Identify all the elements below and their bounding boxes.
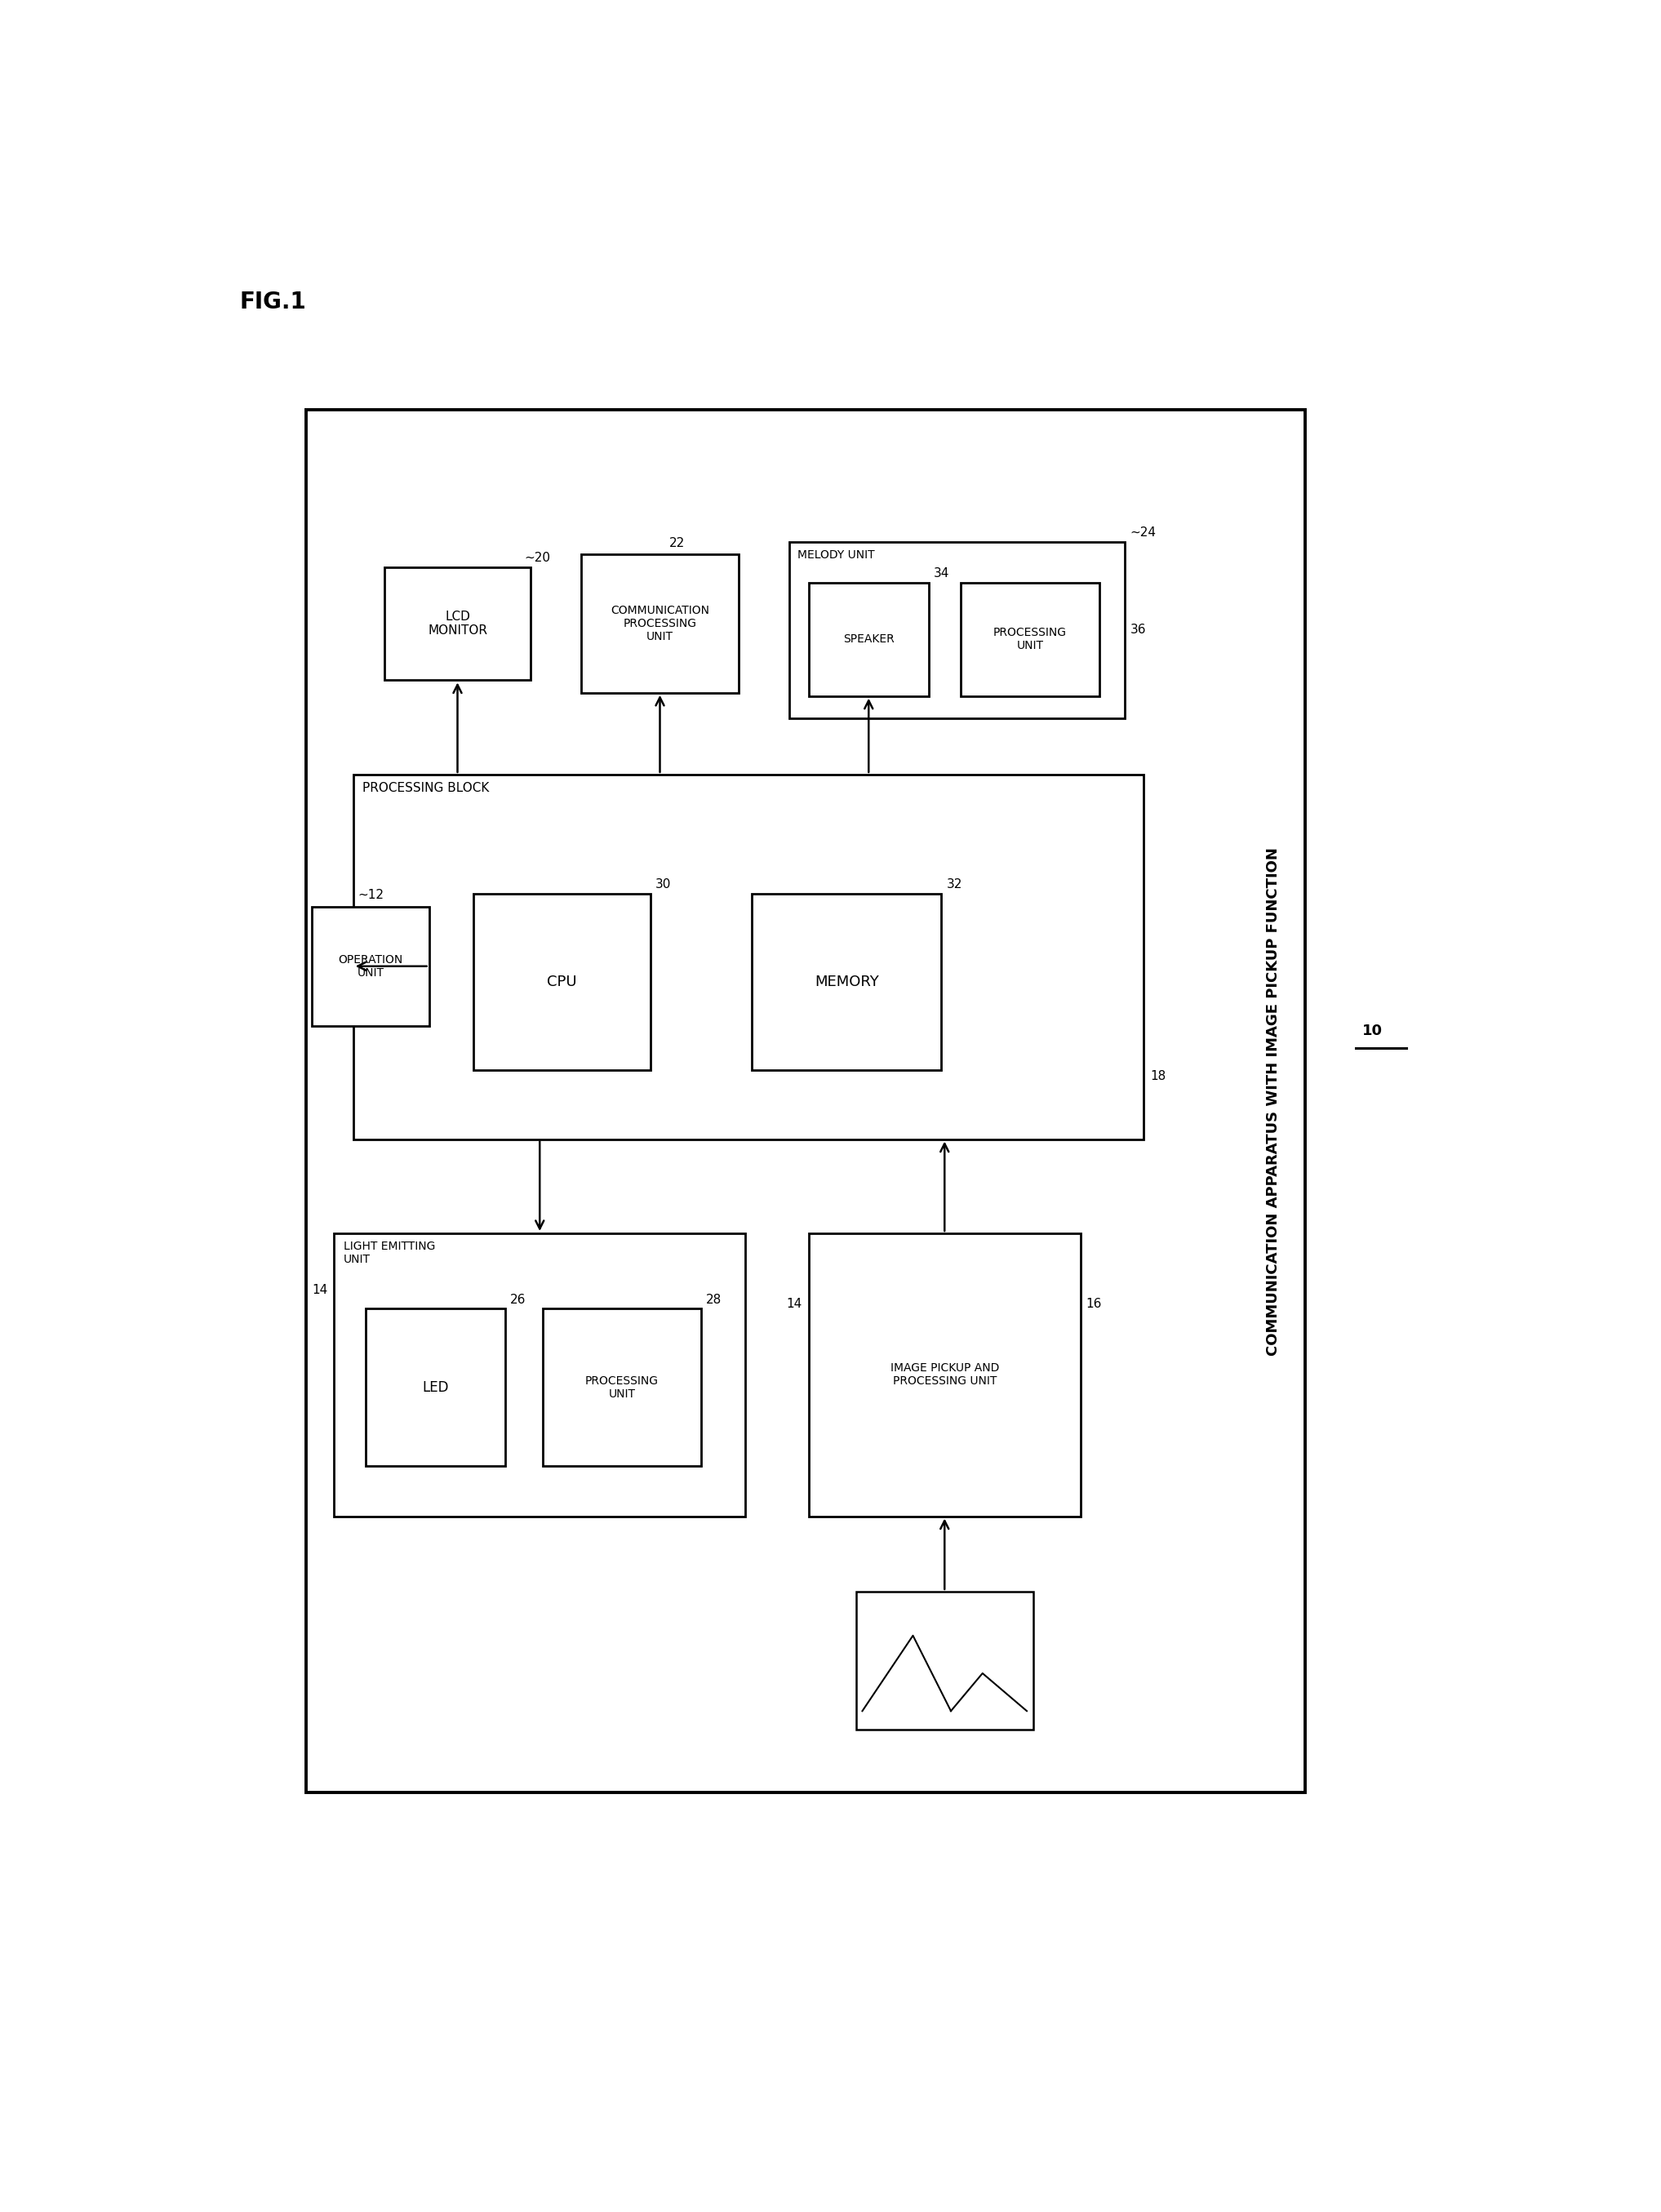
Text: ~12: ~12 xyxy=(357,889,384,902)
Bar xyxy=(789,542,1124,719)
Text: 10: 10 xyxy=(1362,1024,1382,1037)
Text: MEMORY: MEMORY xyxy=(814,975,879,989)
Text: 16: 16 xyxy=(1086,1298,1101,1310)
Text: 28: 28 xyxy=(706,1294,723,1305)
Text: COMMUNICATION APPARATUS WITH IMAGE PICKUP FUNCTION: COMMUNICATION APPARATUS WITH IMAGE PICKU… xyxy=(1266,847,1281,1356)
Text: COMMUNICATION
PROCESSING
UNIT: COMMUNICATION PROCESSING UNIT xyxy=(611,604,709,644)
Text: OPERATION
UNIT: OPERATION UNIT xyxy=(339,953,404,978)
Text: 32: 32 xyxy=(947,878,962,891)
Text: LCD
MONITOR: LCD MONITOR xyxy=(427,611,487,637)
Text: LED: LED xyxy=(422,1380,448,1394)
Bar xyxy=(385,566,530,681)
Text: FIG.1: FIG.1 xyxy=(239,290,306,314)
Bar xyxy=(365,1310,505,1467)
Text: 26: 26 xyxy=(510,1294,527,1305)
Bar xyxy=(855,1593,1033,1730)
Bar xyxy=(312,907,429,1026)
Bar xyxy=(752,894,942,1071)
Text: 14: 14 xyxy=(787,1298,802,1310)
Text: 22: 22 xyxy=(669,538,684,549)
Bar xyxy=(581,555,739,692)
Text: PROCESSING
UNIT: PROCESSING UNIT xyxy=(585,1376,659,1400)
Bar xyxy=(809,582,928,697)
Text: CPU: CPU xyxy=(546,975,576,989)
Bar xyxy=(473,894,651,1071)
Text: MELODY UNIT: MELODY UNIT xyxy=(797,549,874,562)
Text: IMAGE PICKUP AND
PROCESSING UNIT: IMAGE PICKUP AND PROCESSING UNIT xyxy=(890,1363,998,1387)
Bar xyxy=(809,1234,1081,1515)
Text: ~24: ~24 xyxy=(1129,526,1156,540)
Bar xyxy=(960,582,1100,697)
Bar xyxy=(306,409,1306,1792)
Bar xyxy=(334,1234,746,1515)
Bar xyxy=(543,1310,701,1467)
Text: 30: 30 xyxy=(656,878,671,891)
Text: 14: 14 xyxy=(312,1283,327,1296)
Text: 34: 34 xyxy=(933,568,950,580)
Text: 36: 36 xyxy=(1129,624,1146,637)
Text: ~20: ~20 xyxy=(523,551,550,564)
Text: PROCESSING
UNIT: PROCESSING UNIT xyxy=(993,626,1066,653)
Bar xyxy=(354,774,1144,1139)
Text: SPEAKER: SPEAKER xyxy=(844,633,894,646)
Text: LIGHT EMITTING
UNIT: LIGHT EMITTING UNIT xyxy=(344,1241,435,1265)
Text: PROCESSING BLOCK: PROCESSING BLOCK xyxy=(362,783,490,794)
Text: 18: 18 xyxy=(1149,1071,1166,1082)
